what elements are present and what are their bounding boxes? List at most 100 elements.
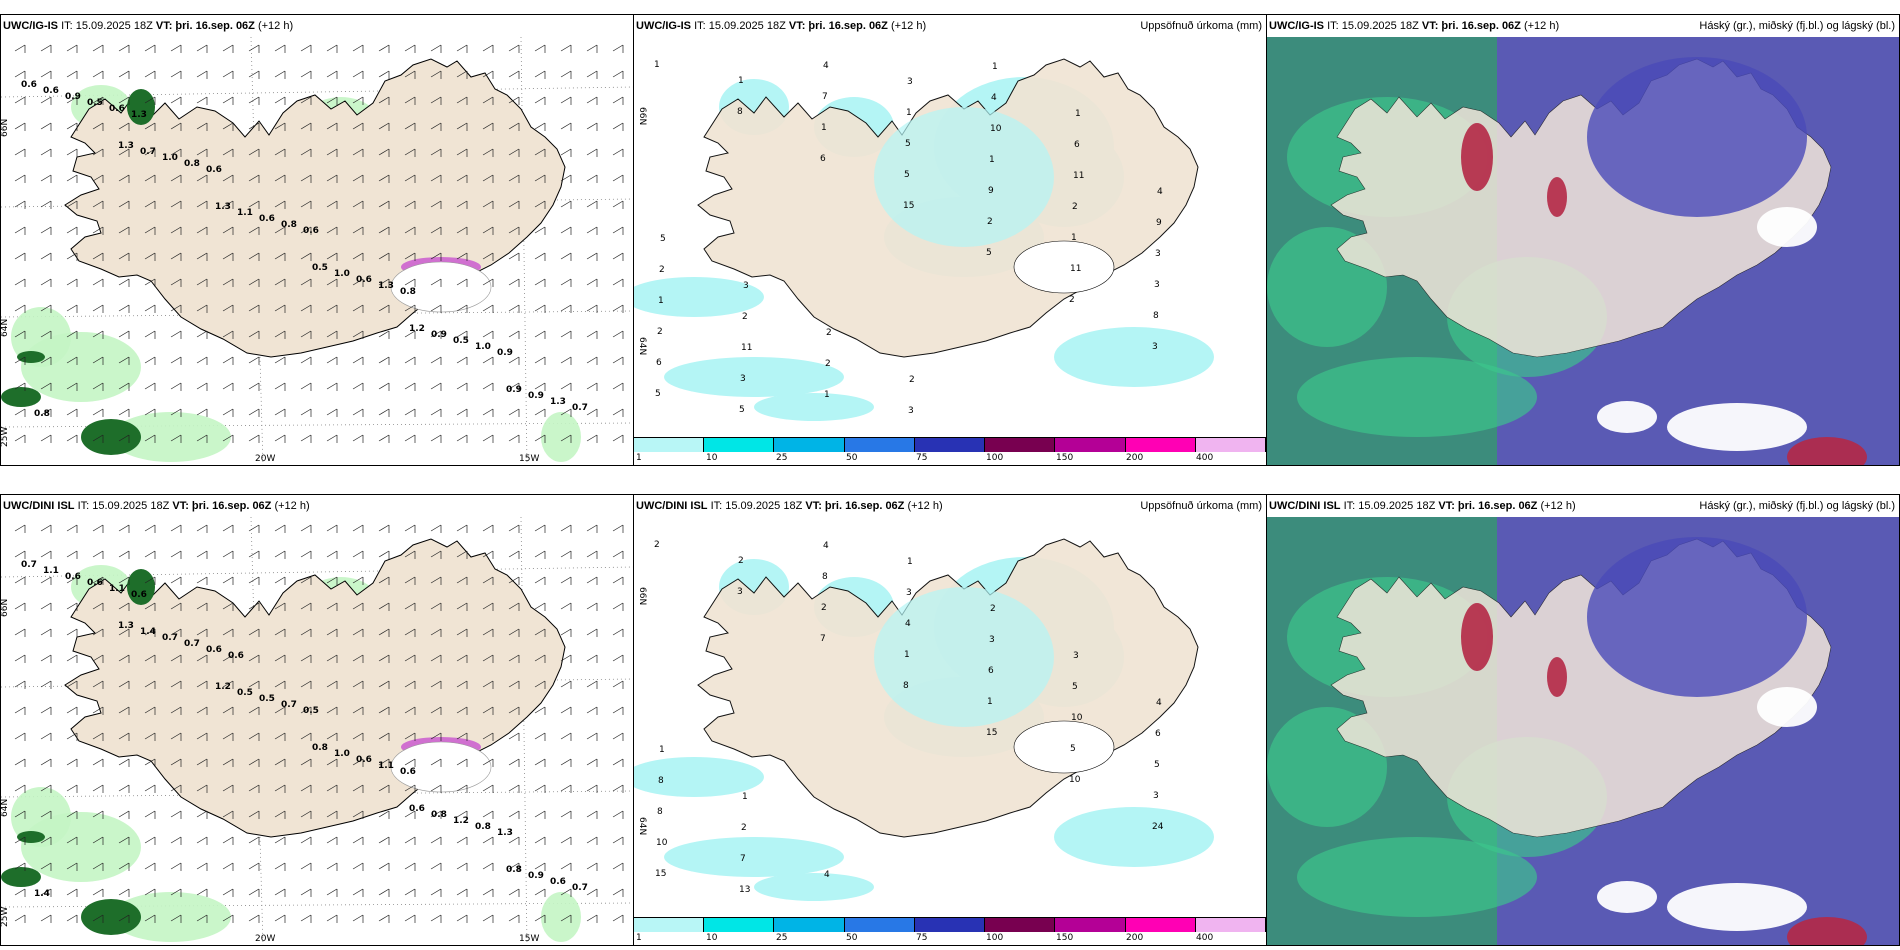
wind-barb-staff xyxy=(456,862,468,870)
wind-barb-staff xyxy=(14,356,26,364)
wind-barb-staff xyxy=(456,356,468,364)
wind-barb-staff xyxy=(560,784,572,792)
wind-barb-staff xyxy=(248,122,260,130)
wind-barb-staff xyxy=(456,914,468,922)
wind-barb xyxy=(196,408,208,417)
wind-barb xyxy=(144,914,156,923)
wind-barb xyxy=(222,252,234,261)
wind-value-label: 0.9 xyxy=(431,330,447,340)
wind-barb xyxy=(482,836,494,845)
wind-barb xyxy=(40,382,52,391)
wind-barb-staff xyxy=(378,356,390,364)
precip-value-label: 2 xyxy=(909,375,915,385)
wind-barb xyxy=(456,784,468,793)
wind-barb-staff xyxy=(352,70,364,78)
wind-value-label: 1.3 xyxy=(118,141,134,151)
wind-barb xyxy=(118,862,130,871)
wind-barb xyxy=(560,836,572,845)
wind-barb-staff xyxy=(560,550,572,558)
wind-barb xyxy=(482,122,494,131)
wind-barb-staff xyxy=(248,732,260,740)
wind-barb-staff xyxy=(170,654,182,662)
wind-barb xyxy=(222,382,234,391)
wind-barb-staff xyxy=(378,888,390,896)
wind-barb xyxy=(404,628,416,637)
wind-barb xyxy=(170,654,182,663)
wind-barb-staff xyxy=(40,732,52,740)
cloud-patch-red xyxy=(1547,177,1567,217)
wind-value-label: 0.6 xyxy=(206,645,222,655)
wind-barb xyxy=(560,524,572,533)
wind-barb xyxy=(482,706,494,715)
wind-barb xyxy=(196,278,208,287)
cloud-title: Háský (gr.), miðský (fj.bl.) og lágský (… xyxy=(1699,20,1895,32)
wind-barb xyxy=(66,434,78,443)
wind-barb-staff xyxy=(352,654,364,662)
wind-barb xyxy=(222,628,234,637)
wind-barb-staff xyxy=(118,602,130,610)
wind-barb xyxy=(482,680,494,689)
wind-barb xyxy=(378,524,390,533)
latitude-label: 66N xyxy=(1,599,10,617)
wind-barb-staff xyxy=(482,356,494,364)
wind-barb-staff xyxy=(586,758,598,766)
wind-barb-staff xyxy=(118,862,130,870)
wind-barb-staff xyxy=(248,226,260,234)
wind-barb-staff xyxy=(40,200,52,208)
wind-barb-staff xyxy=(300,278,312,286)
dark-precip-patch xyxy=(81,899,141,935)
wind-barb-staff xyxy=(92,382,104,390)
wind-barb xyxy=(534,44,546,53)
wind-barb xyxy=(482,784,494,793)
wind-barb-staff xyxy=(196,602,208,610)
wind-barb-staff xyxy=(14,174,26,182)
wind-barb xyxy=(378,914,390,923)
precip-panel-row2: UWC/DINI ISL IT: 15.09.2025 18Z VT: þri.… xyxy=(633,494,1267,946)
wind-barb-staff xyxy=(560,70,572,78)
wind-barb-staff xyxy=(300,732,312,740)
wind-barb-staff xyxy=(352,226,364,234)
wind-barb xyxy=(14,784,26,793)
wind-barb xyxy=(170,174,182,183)
wind-barb-staff xyxy=(92,330,104,338)
wind-barb-staff xyxy=(144,304,156,312)
colorbar-swatch xyxy=(914,438,986,452)
wind-barb xyxy=(170,576,182,585)
wind-barb xyxy=(482,732,494,741)
precip-value-label: 5 xyxy=(1072,682,1078,692)
wind-barb xyxy=(612,122,624,131)
wind-barb-staff xyxy=(352,524,364,532)
wind-barb xyxy=(352,252,364,261)
precip-value-label: 5 xyxy=(660,234,666,244)
wind-barb xyxy=(508,862,520,871)
wind-barb-staff xyxy=(170,602,182,610)
wind-barb xyxy=(534,602,546,611)
wind-barb xyxy=(196,550,208,559)
wind-barb xyxy=(118,680,130,689)
precip-value-label: 8 xyxy=(657,807,663,817)
wind-barb-staff xyxy=(586,148,598,156)
wind-barb xyxy=(560,914,572,923)
wind-barb xyxy=(508,44,520,53)
wind-barb xyxy=(560,550,572,559)
wind-barb-staff xyxy=(144,408,156,416)
wind-barb-staff xyxy=(248,524,260,532)
wind-barb-staff xyxy=(222,96,234,104)
wind-value-label: 0.6 xyxy=(206,165,222,175)
wind-barb-staff xyxy=(92,758,104,766)
wind-barb-staff xyxy=(612,148,624,156)
wind-barb-staff xyxy=(40,382,52,390)
wind-barb xyxy=(40,252,52,261)
wind-barb xyxy=(534,434,546,443)
wind-value-label: 0.7 xyxy=(184,639,200,649)
wind-barb xyxy=(560,330,572,339)
wind-barb-staff xyxy=(612,706,624,714)
wind-barb-staff xyxy=(274,914,286,922)
wind-barb xyxy=(92,200,104,209)
wind-barb-staff xyxy=(508,356,520,364)
wind-barb xyxy=(14,888,26,897)
wind-barb xyxy=(144,356,156,365)
wind-barb xyxy=(118,914,130,923)
wind-barb xyxy=(66,304,78,313)
latitude-label: 66N xyxy=(637,587,647,605)
